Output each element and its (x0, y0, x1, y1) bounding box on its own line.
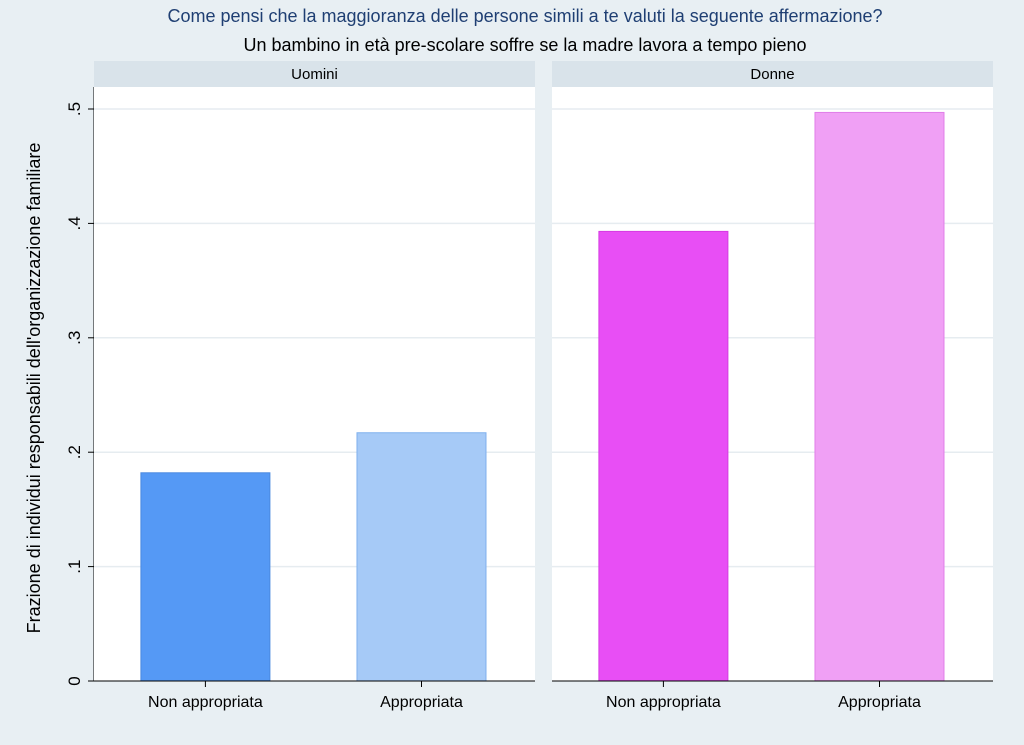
x-category-label: Appropriata (380, 694, 463, 711)
x-category-label: Appropriata (838, 694, 921, 711)
y-tick-label: 0 (65, 676, 84, 685)
chart-title: Come pensi che la maggioranza delle pers… (167, 6, 882, 26)
panel-header (552, 61, 993, 87)
bar (140, 472, 271, 682)
y-tick-label: .1 (65, 560, 84, 574)
x-category-label: Non appropriata (606, 694, 721, 711)
panel-label: Uomini (291, 66, 338, 83)
y-tick-label: .2 (65, 445, 84, 459)
y-axis-title: Frazione di individui responsabili dell'… (24, 143, 44, 634)
panel-header (94, 61, 535, 87)
x-category-label: Non appropriata (148, 694, 263, 711)
bar (356, 432, 487, 682)
panel-label: Donne (750, 66, 794, 83)
y-tick-label: .5 (65, 102, 84, 116)
bar (598, 230, 729, 682)
bar (814, 111, 945, 682)
y-tick-label: .3 (65, 331, 84, 345)
chart-subtitle: Un bambino in età pre-scolare soffre se … (244, 35, 807, 55)
y-tick-label: .4 (65, 216, 84, 230)
